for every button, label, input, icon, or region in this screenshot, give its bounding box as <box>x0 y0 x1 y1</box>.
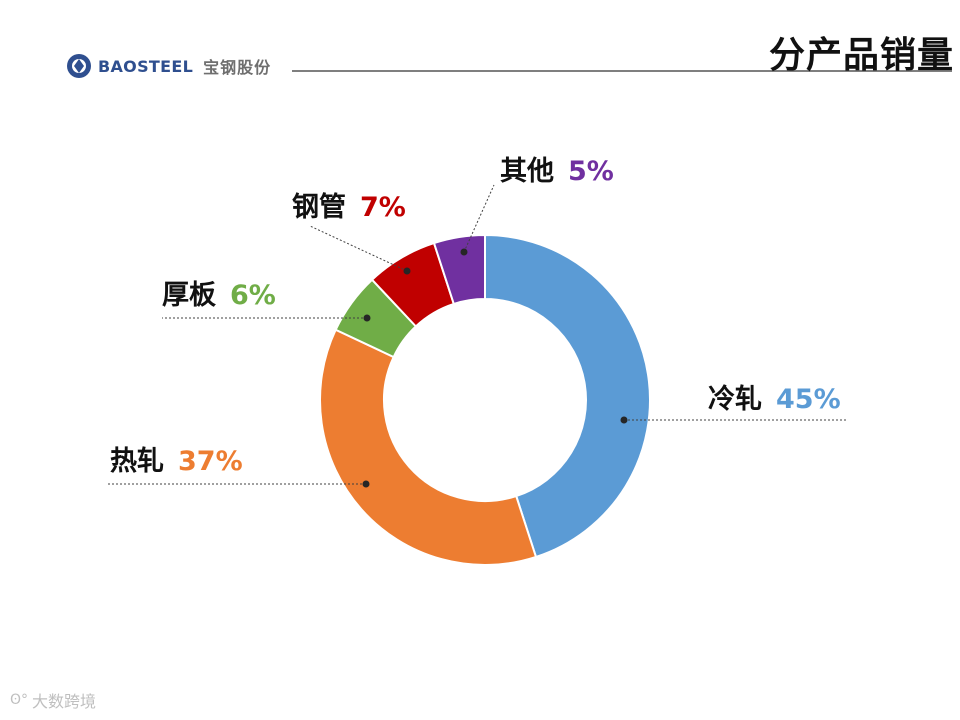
category-label-3: 厚板 6% <box>162 280 276 311</box>
slice-2 <box>319 328 538 566</box>
header-divider <box>292 70 952 72</box>
value-label-5: 5% <box>568 156 614 187</box>
value-label-1: 45% <box>776 384 841 415</box>
kaola-icon: ʘ° <box>10 692 29 708</box>
category-name-4: 钢管 <box>292 192 346 223</box>
value-label-2: 37% <box>178 446 243 477</box>
slice-1 <box>484 233 651 559</box>
leader-dot-4 <box>403 267 411 275</box>
leader-dot-3 <box>363 314 371 322</box>
category-name-1: 冷轧 <box>708 384 762 415</box>
leader-dot-1 <box>620 416 628 424</box>
category-label-2: 热轧 37% <box>110 446 243 477</box>
value-label-4: 7% <box>360 192 406 223</box>
page-title: 分产品销量 <box>768 35 954 76</box>
category-label-1: 冷轧 45% <box>708 384 841 415</box>
category-label-4: 钢管 7% <box>292 192 406 223</box>
category-name-3: 厚板 <box>162 280 216 311</box>
leader-line-4 <box>309 225 408 272</box>
leader-dot-2 <box>362 480 370 488</box>
value-label-3: 6% <box>230 280 276 311</box>
logo: BAOSTEEL 宝钢股份 <box>66 52 271 80</box>
slice-5 <box>432 233 486 306</box>
leader-dot-5 <box>460 248 468 256</box>
category-name-5: 其他 <box>500 156 554 187</box>
category-name-2: 热轧 <box>110 446 164 477</box>
leader-line-5 <box>463 184 495 253</box>
category-label-5: 其他 5% <box>500 156 614 187</box>
watermark: ʘ° 大数跨境 <box>10 688 96 712</box>
logo-text: BAOSTEEL <box>98 56 194 76</box>
baosteel-logo-icon <box>67 54 91 78</box>
watermark-text: 大数跨境 <box>32 692 97 711</box>
logo-chinese-name: 宝钢股份 <box>203 58 272 77</box>
